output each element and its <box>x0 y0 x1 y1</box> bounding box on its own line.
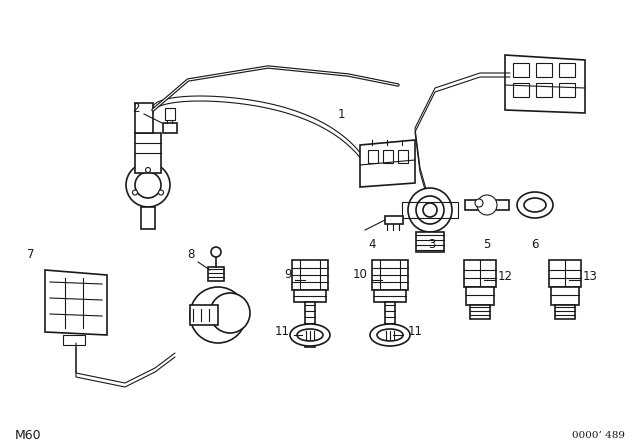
Bar <box>416 232 444 252</box>
Bar <box>383 150 393 163</box>
Polygon shape <box>372 260 408 290</box>
Text: 0000’ 489: 0000’ 489 <box>572 431 625 439</box>
Circle shape <box>475 199 483 207</box>
Bar <box>163 123 177 133</box>
Bar <box>135 103 153 133</box>
Circle shape <box>132 190 138 195</box>
Bar <box>385 216 403 224</box>
Text: 6: 6 <box>531 238 539 251</box>
Text: 2: 2 <box>132 102 140 115</box>
Text: 10: 10 <box>353 268 368 281</box>
Circle shape <box>145 168 150 172</box>
Ellipse shape <box>290 324 330 346</box>
Bar <box>165 108 175 120</box>
Text: 7: 7 <box>28 248 35 261</box>
Circle shape <box>135 172 161 198</box>
Circle shape <box>477 195 497 215</box>
Text: 11: 11 <box>408 325 423 338</box>
Bar <box>208 267 224 281</box>
Circle shape <box>211 247 221 257</box>
Bar <box>513 83 529 97</box>
Bar <box>368 150 378 163</box>
Polygon shape <box>505 55 585 113</box>
Circle shape <box>210 293 250 333</box>
Text: 13: 13 <box>583 270 598 283</box>
Bar <box>63 335 85 345</box>
Bar <box>513 63 529 77</box>
Text: 3: 3 <box>428 238 436 251</box>
Bar <box>294 290 326 302</box>
Bar <box>305 302 315 347</box>
Circle shape <box>416 196 444 224</box>
Bar <box>559 63 575 77</box>
Text: M60: M60 <box>15 428 42 441</box>
Polygon shape <box>360 140 415 187</box>
Bar <box>536 63 552 77</box>
Polygon shape <box>292 260 328 290</box>
Bar <box>559 83 575 97</box>
Bar <box>385 302 395 332</box>
Bar <box>466 287 494 305</box>
Text: 12: 12 <box>498 270 513 283</box>
Polygon shape <box>465 200 509 210</box>
Circle shape <box>159 190 163 195</box>
Ellipse shape <box>524 198 546 212</box>
Text: 11: 11 <box>275 325 290 338</box>
Circle shape <box>423 203 437 217</box>
Bar <box>190 305 218 325</box>
Circle shape <box>190 287 246 343</box>
Bar <box>555 305 575 319</box>
Ellipse shape <box>297 329 323 341</box>
Text: 9: 9 <box>285 268 292 281</box>
Circle shape <box>408 188 452 232</box>
Text: 8: 8 <box>188 248 195 261</box>
Polygon shape <box>45 270 107 335</box>
Bar <box>398 150 408 163</box>
Bar <box>470 305 490 319</box>
Ellipse shape <box>377 329 403 341</box>
Circle shape <box>126 163 170 207</box>
Bar <box>141 207 155 229</box>
Bar <box>135 133 161 173</box>
Text: 1: 1 <box>338 108 346 121</box>
Polygon shape <box>549 260 581 287</box>
Text: 4: 4 <box>368 238 376 251</box>
Bar <box>374 290 406 302</box>
Bar <box>551 287 579 305</box>
Ellipse shape <box>370 324 410 346</box>
Polygon shape <box>464 260 496 287</box>
Text: 5: 5 <box>483 238 491 251</box>
Bar <box>536 83 552 97</box>
Ellipse shape <box>517 192 553 218</box>
